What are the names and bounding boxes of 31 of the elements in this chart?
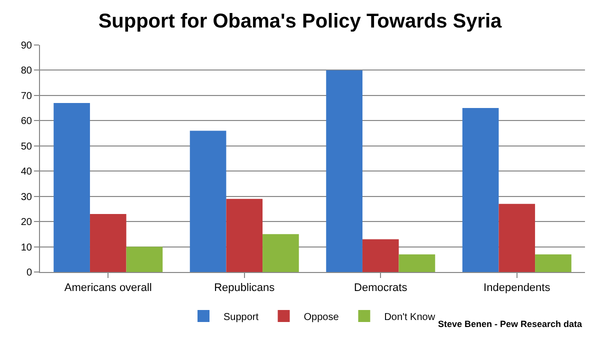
x-tick-label: Americans overall	[64, 282, 152, 294]
bar	[398, 254, 436, 272]
y-tick-label: 80	[20, 66, 32, 77]
x-tick-label: Republicans	[214, 282, 276, 294]
bar	[54, 103, 90, 272]
x-tick-label: Independents	[484, 282, 551, 294]
bar	[90, 214, 126, 272]
bar	[535, 254, 572, 272]
chart-title: Support for Obama's Policy Towards Syria	[98, 10, 503, 33]
legend-label: Don't Know	[384, 312, 436, 323]
x-tick-label: Democrats	[354, 282, 408, 294]
y-tick-label: 20	[20, 217, 32, 228]
bar	[226, 198, 263, 272]
y-tick-label: 50	[20, 141, 32, 152]
y-tick-label: 30	[20, 192, 32, 203]
bar	[262, 234, 299, 272]
y-tick-label: 10	[20, 242, 32, 254]
bar	[190, 130, 226, 272]
y-tick-label: 60	[20, 116, 32, 128]
legend-label: Oppose	[304, 312, 340, 323]
bar	[498, 204, 536, 272]
bar	[462, 108, 499, 272]
y-tick-label: 40	[20, 166, 32, 178]
y-tick-label: 70	[20, 90, 32, 102]
y-tick-label: 90	[20, 40, 32, 52]
bar	[326, 70, 362, 272]
legend-label: Support	[224, 312, 259, 323]
y-tick-label: 0	[26, 268, 32, 278]
bar	[362, 239, 399, 272]
bar	[126, 246, 163, 272]
text: Steve Benen - Pew Research data	[438, 319, 584, 329]
